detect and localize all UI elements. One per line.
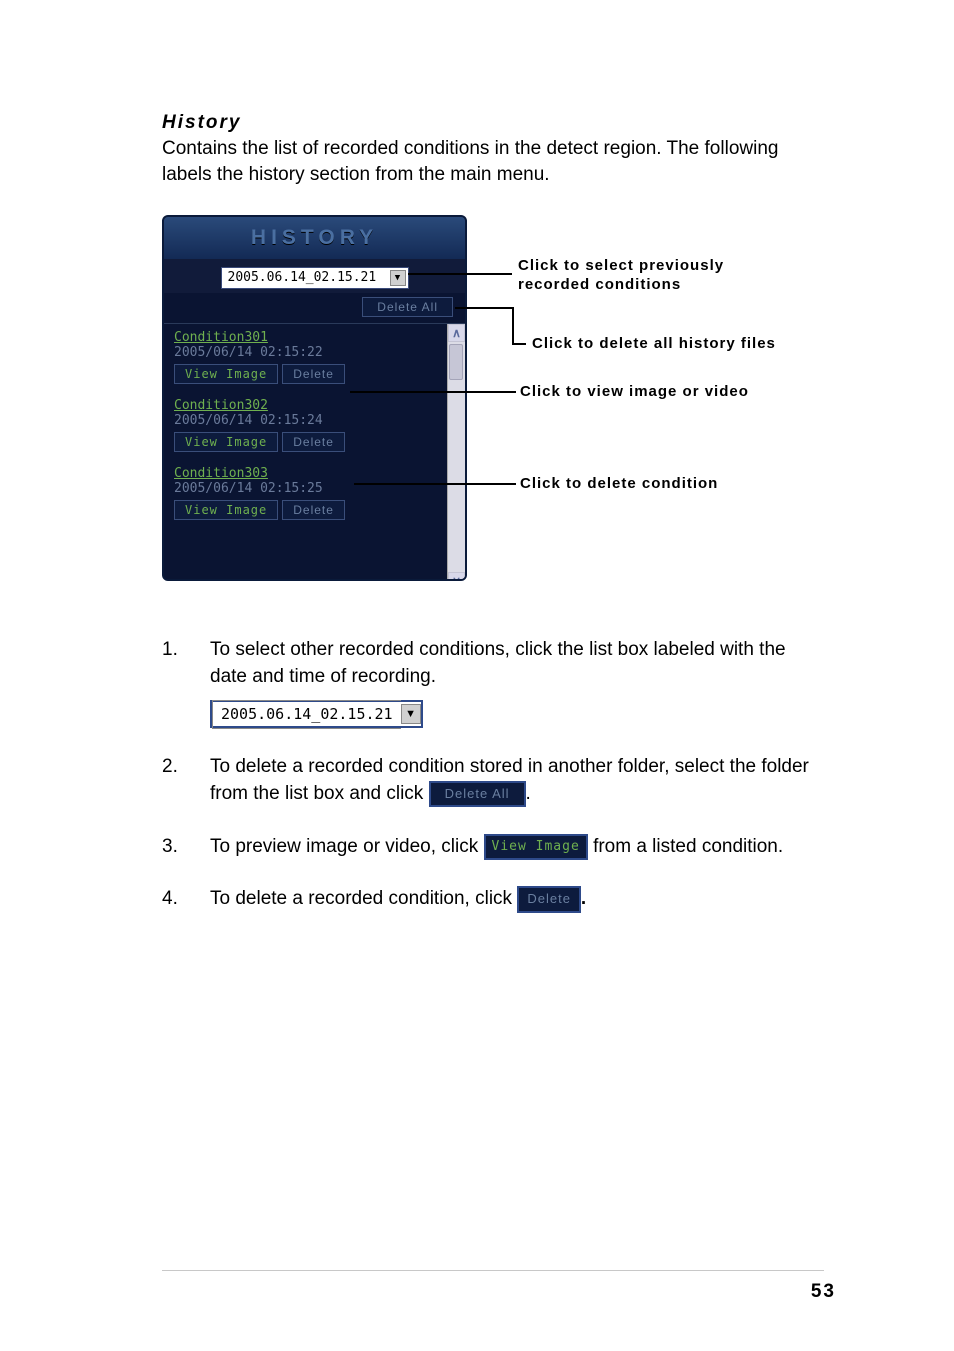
delete-condition-button[interactable]: Delete	[282, 364, 345, 384]
callout-view: Click to view image or video	[520, 383, 749, 400]
step-number: 1.	[162, 637, 210, 728]
view-image-button[interactable]: View Image	[174, 432, 278, 452]
condition-timestamp: 2005/06/14 02:15:24	[174, 413, 437, 428]
step-number: 3.	[162, 834, 210, 861]
callout-line	[455, 307, 512, 309]
scrollbar[interactable]: ∧ ∨	[447, 324, 465, 581]
page: History Contains the list of recorded co…	[0, 0, 954, 1351]
date-listbox-value: 2005.06.14_02.15.21	[212, 700, 401, 729]
delete-all-button[interactable]: Delete All	[362, 297, 453, 317]
callout-line	[350, 391, 516, 393]
callout-line	[354, 483, 516, 485]
callout-select-line1: Click to select previously	[518, 257, 724, 274]
condition-item: Condition302 2005/06/14 02:15:24 View Im…	[174, 398, 437, 452]
step-body: To delete a recorded condition stored in…	[210, 754, 824, 807]
scroll-track[interactable]	[448, 342, 465, 572]
section-title: History	[162, 112, 824, 134]
view-image-button-inline[interactable]: View Image	[484, 834, 588, 860]
delete-condition-button[interactable]: Delete	[282, 500, 345, 520]
delete-button-inline[interactable]: Delete	[517, 886, 581, 912]
chevron-down-icon[interactable]: ▼	[390, 270, 406, 286]
step-1: 1. To select other recorded conditions, …	[162, 637, 824, 728]
steps-list: 1. To select other recorded conditions, …	[162, 637, 824, 913]
step-2-text-b: .	[526, 783, 531, 804]
step-number: 2.	[162, 754, 210, 807]
step-body: To delete a recorded condition, click De…	[210, 886, 824, 913]
callout-delete-cond: Click to delete condition	[520, 475, 718, 492]
history-select-row: 2005.06.14_02.15.21 ▼	[164, 259, 465, 293]
step-3-text-a: To preview image or video, click	[210, 836, 484, 857]
intro-text: Contains the list of recorded conditions…	[162, 136, 824, 187]
delete-all-row: Delete All	[164, 293, 465, 324]
step-2: 2. To delete a recorded condition stored…	[162, 754, 824, 807]
condition-name-link[interactable]: Condition301	[174, 330, 437, 345]
scroll-thumb[interactable]	[449, 344, 463, 380]
condition-item: Condition303 2005/06/14 02:15:25 View Im…	[174, 466, 437, 520]
chevron-down-icon[interactable]: ▼	[401, 704, 421, 724]
history-select-value: 2005.06.14_02.15.21	[228, 270, 377, 285]
callout-line	[408, 273, 512, 275]
history-select[interactable]: 2005.06.14_02.15.21 ▼	[221, 267, 409, 289]
condition-name-link[interactable]: Condition302	[174, 398, 437, 413]
view-image-button[interactable]: View Image	[174, 364, 278, 384]
condition-name-link[interactable]: Condition303	[174, 466, 437, 481]
page-number: 53	[811, 1281, 836, 1303]
step-4-text-b: .	[581, 889, 586, 910]
view-image-button[interactable]: View Image	[174, 500, 278, 520]
condition-timestamp: 2005/06/14 02:15:22	[174, 345, 437, 360]
history-panel: HISTORY 2005.06.14_02.15.21 ▼ Delete All…	[162, 215, 467, 581]
delete-all-button-inline[interactable]: Delete All	[429, 781, 526, 807]
history-scroll-content: Condition301 2005/06/14 02:15:22 View Im…	[164, 324, 447, 581]
callout-line	[512, 343, 526, 345]
callout-delete-all: Click to delete all history files	[532, 335, 776, 352]
callout-line	[512, 307, 514, 345]
footer-rule	[162, 1270, 824, 1271]
step-body: To select other recorded conditions, cli…	[210, 637, 824, 728]
scroll-up-icon[interactable]: ∧	[448, 324, 465, 342]
step-4-text-a: To delete a recorded condition, click	[210, 889, 517, 910]
step-number: 4.	[162, 886, 210, 913]
step-3-text-b: from a listed condition.	[593, 836, 783, 857]
callout-select: Click to select previously recorded cond…	[518, 257, 724, 295]
step-3: 3. To preview image or video, click View…	[162, 834, 824, 861]
step-1-text: To select other recorded conditions, cli…	[210, 639, 786, 687]
callout-select-line2: recorded conditions	[518, 276, 681, 293]
step-4: 4. To delete a recorded condition, click…	[162, 886, 824, 913]
condition-item: Condition301 2005/06/14 02:15:22 View Im…	[174, 330, 437, 384]
step-body: To preview image or video, click View Im…	[210, 834, 824, 861]
delete-condition-button[interactable]: Delete	[282, 432, 345, 452]
history-diagram: HISTORY 2005.06.14_02.15.21 ▼ Delete All…	[162, 215, 832, 581]
date-listbox-sample[interactable]: 2005.06.14_02.15.21 ▼	[210, 700, 423, 728]
history-panel-header: HISTORY	[164, 217, 465, 259]
scroll-down-icon[interactable]: ∨	[448, 572, 465, 581]
history-scroll-area: Condition301 2005/06/14 02:15:22 View Im…	[164, 324, 465, 581]
